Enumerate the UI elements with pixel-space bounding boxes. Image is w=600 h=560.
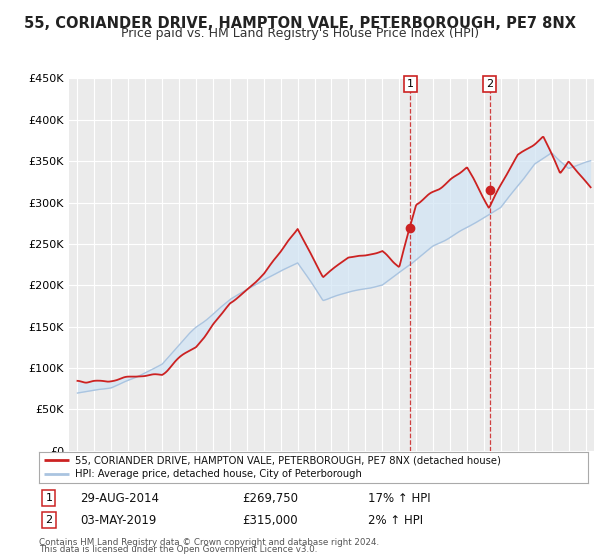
Text: 17% ↑ HPI: 17% ↑ HPI [368,492,431,505]
Text: 2: 2 [46,515,52,525]
Text: 29-AUG-2014: 29-AUG-2014 [80,492,159,505]
Text: £315,000: £315,000 [242,514,298,527]
Text: 03-MAY-2019: 03-MAY-2019 [80,514,157,527]
Text: Contains HM Land Registry data © Crown copyright and database right 2024.: Contains HM Land Registry data © Crown c… [39,538,379,547]
Text: 1: 1 [46,493,52,503]
Text: £269,750: £269,750 [242,492,298,505]
Text: 1: 1 [407,79,414,89]
Text: 55, CORIANDER DRIVE, HAMPTON VALE, PETERBOROUGH, PE7 8NX (detached house): 55, CORIANDER DRIVE, HAMPTON VALE, PETER… [74,455,500,465]
Text: 2% ↑ HPI: 2% ↑ HPI [368,514,424,527]
Text: This data is licensed under the Open Government Licence v3.0.: This data is licensed under the Open Gov… [39,545,317,554]
Text: 2: 2 [486,79,493,89]
Text: 55, CORIANDER DRIVE, HAMPTON VALE, PETERBOROUGH, PE7 8NX: 55, CORIANDER DRIVE, HAMPTON VALE, PETER… [24,16,576,31]
Text: Price paid vs. HM Land Registry's House Price Index (HPI): Price paid vs. HM Land Registry's House … [121,27,479,40]
Text: HPI: Average price, detached house, City of Peterborough: HPI: Average price, detached house, City… [74,469,362,479]
